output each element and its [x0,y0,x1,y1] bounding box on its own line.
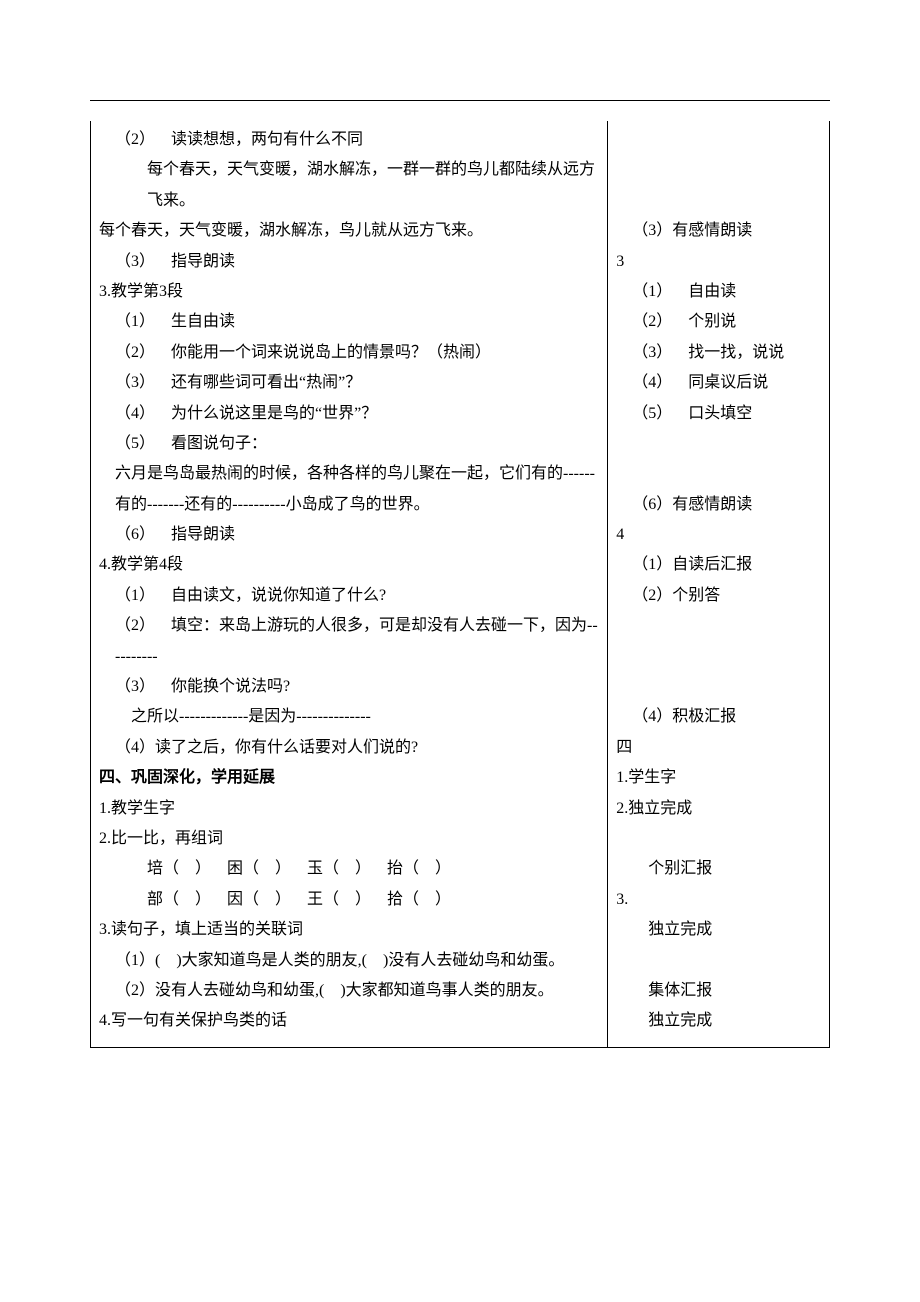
table-row: （2） 读读想想，两句有什么不同 每个春天，天气变暖，湖水解冻，一群一群的鸟儿都… [91,121,830,1047]
text-line: （1）( )大家知道鸟是人类的朋友,( )没有人去碰幼鸟和幼蛋。 [99,946,599,976]
text-line: （3） 你能换个说法吗? [99,672,599,702]
text-line: （4）读了之后，你有什么话要对人们说的? [99,733,599,763]
text-line [616,429,821,459]
page-container: （2） 读读想想，两句有什么不同 每个春天，天气变暖，湖水解冻，一群一群的鸟儿都… [0,0,920,1048]
left-cell: （2） 读读想想，两句有什么不同 每个春天，天气变暖，湖水解冻，一群一群的鸟儿都… [91,121,608,1047]
text-line: （6） 指导朗读 [99,520,599,550]
text-line [616,125,821,155]
text-line: （2） 读读想想，两句有什么不同 [99,125,599,155]
lesson-table: （2） 读读想想，两句有什么不同 每个春天，天气变暖，湖水解冻，一群一群的鸟儿都… [90,121,830,1048]
text-line [616,946,821,976]
text-line: （3）有感情朗读 [616,216,821,246]
text-line: 个别汇报 [616,854,821,884]
text-line: （1） 自由读 [616,277,821,307]
text-line: （4） 同桌议后说 [616,368,821,398]
text-line: （2）没有人去碰幼鸟和幼蛋,( )大家都知道鸟事人类的朋友。 [99,976,599,1006]
text-line: （6）有感情朗读 [616,490,821,520]
text-line [616,824,821,854]
text-line: 3. [616,885,821,915]
text-line: 部（ ） 因（ ） 王（ ） 拾（ ） [99,885,599,915]
text-line: 每个春天，天气变暖，湖水解冻，鸟儿就从远方飞来。 [99,216,599,246]
text-line: （5） 口头填空 [616,399,821,429]
text-line: 4 [616,520,821,550]
text-line [616,642,821,672]
text-line: （3） 还有哪些词可看出“热闹”？ [99,368,599,398]
text-line: 1.教学生字 [99,794,599,824]
text-line [616,672,821,702]
text-line: （5） 看图说句子： [99,429,599,459]
text-line: 培（ ） 困（ ） 玉（ ） 抬（ ） [99,854,599,884]
text-line: 之所以-------------是因为-------------- [99,702,599,732]
header-rule [90,100,830,101]
text-line: 4.写一句有关保护鸟类的话 [99,1006,599,1036]
text-line [616,186,821,216]
text-line: 每个春天，天气变暖，湖水解冻，一群一群的鸟儿都陆续从远方飞来。 [99,155,599,216]
text-line: （4）积极汇报 [616,702,821,732]
text-line: （4） 为什么说这里是鸟的“世界”？ [99,399,599,429]
text-line: （3） 找一找，说说 [616,338,821,368]
text-line: （2）个别答 [616,581,821,611]
text-line: （1） 生自由读 [99,307,599,337]
text-line: 独立完成 [616,915,821,945]
right-cell: （3）有感情朗读 3 （1） 自由读 （2） 个别说 （3） 找一找，说说 （4… [608,121,830,1047]
text-line: 2.比一比，再组词 [99,824,599,854]
text-line: 3.读句子，填上适当的关联词 [99,915,599,945]
text-line: 独立完成 [616,1006,821,1036]
text-line: 3.教学第3段 [99,277,599,307]
text-line: 3 [616,247,821,277]
text-line: 2.独立完成 [616,794,821,824]
text-line: （3） 指导朗读 [99,247,599,277]
section-heading: 四、巩固深化，学用延展 [99,763,599,793]
text-line: 四 [616,733,821,763]
text-line: 1.学生字 [616,763,821,793]
text-line: 集体汇报 [616,976,821,1006]
text-line: 4.教学第4段 [99,550,599,580]
text-line: （1） 自由读文，说说你知道了什么? [99,581,599,611]
text-line: （2） 个别说 [616,307,821,337]
text-line: 六月是鸟岛最热闹的时候，各种各样的鸟儿聚在一起，它们有的------有的----… [99,459,599,520]
text-line: （2） 你能用一个词来说说岛上的情景吗？（热闹） [99,338,599,368]
text-line [616,155,821,185]
text-line [616,611,821,641]
text-line: （1）自读后汇报 [616,550,821,580]
text-line: （2） 填空：来岛上游玩的人很多，可是却没有人去碰一下，因为---------- [99,611,599,672]
text-line [616,459,821,489]
